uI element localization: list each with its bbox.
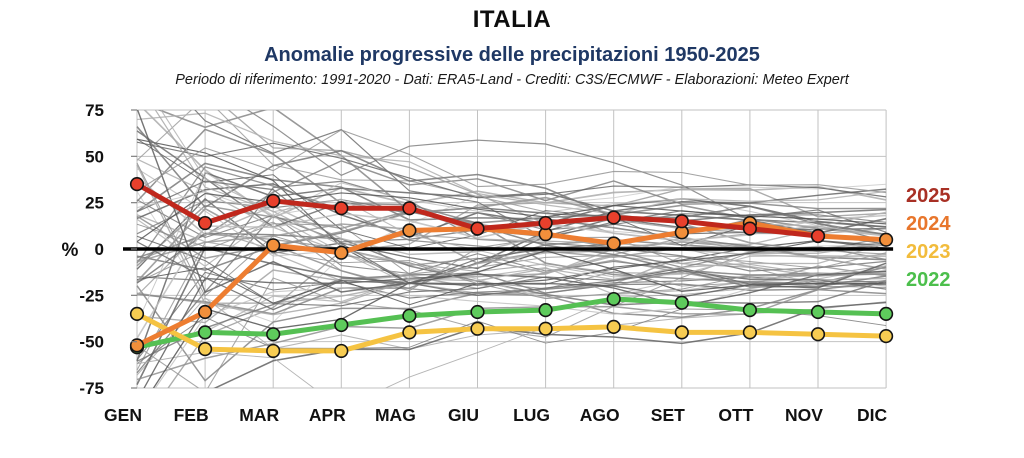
data-point-2023: [538, 321, 553, 336]
month-label-dic: DIC: [857, 405, 888, 425]
legend-label-2023: 2023: [906, 241, 951, 263]
month-label-nov: NOV: [785, 405, 823, 425]
background-years-1950-2021: [136, 110, 887, 388]
data-point-2022: [538, 303, 553, 318]
data-point-2022: [334, 317, 349, 333]
data-point-2022: [198, 325, 213, 340]
data-point-2022: [674, 295, 689, 310]
data-point-2023: [266, 343, 281, 359]
y-tick-label: -75: [79, 379, 104, 398]
legend: 2025 2024 2023 2022: [906, 185, 951, 291]
month-label-feb: FEB: [174, 405, 209, 425]
series-2025: [129, 177, 826, 244]
data-point-2023: [810, 327, 826, 342]
y-tick-label: 75: [85, 101, 104, 120]
data-point-2022: [266, 327, 281, 342]
chart-subtitle: Anomalie progressive delle precipitazion…: [264, 44, 760, 66]
y-tick-label: 0: [95, 240, 104, 259]
series-2023: [129, 306, 894, 359]
x-axis: GEN FEB MAR APR MAG GIU LUG AGO SET OTT NOV DIC: [104, 405, 887, 425]
data-point-2024: [606, 236, 621, 251]
month-label-mar: MAR: [239, 405, 279, 425]
data-point-2024: [198, 304, 213, 320]
month-label-ago: AGO: [580, 405, 620, 425]
legend-label-2025: 2025: [906, 185, 951, 207]
data-point-2024: [266, 238, 281, 253]
data-point-2023: [742, 325, 758, 340]
month-label-gen: GEN: [104, 405, 142, 425]
legend-label-2024: 2024: [906, 213, 951, 235]
y-tick-label: -25: [79, 286, 104, 305]
month-label-apr: APR: [309, 405, 346, 425]
data-point-2023: [878, 329, 894, 344]
month-label-set: SET: [651, 405, 685, 425]
month-label-mag: MAG: [375, 405, 416, 425]
data-point-2025: [402, 201, 417, 216]
page-title: ITALIA: [472, 6, 552, 33]
data-point-2024: [402, 223, 417, 238]
data-point-2022: [810, 304, 826, 320]
chart-credits: Periodo di riferimento: 1991-2020 - Dati…: [175, 72, 849, 88]
data-point-2025: [129, 177, 145, 192]
data-point-2024: [334, 245, 349, 260]
data-point-2025: [470, 221, 485, 236]
data-point-2022: [606, 291, 621, 307]
month-label-lug: LUG: [513, 405, 550, 425]
data-point-2025: [674, 214, 689, 229]
data-point-2025: [198, 215, 213, 231]
legend-label-2022: 2022: [906, 269, 951, 291]
data-point-2023: [470, 321, 485, 336]
month-label-ott: OTT: [718, 405, 753, 425]
data-point-2025: [742, 221, 758, 236]
data-point-2025: [334, 201, 349, 216]
data-point-2022: [470, 304, 485, 320]
y-tick-label: -50: [79, 333, 104, 352]
y-axis: 75 50 25 0 -25 -50 -75%: [62, 101, 137, 398]
data-point-2025: [266, 193, 281, 208]
data-point-2023: [402, 325, 417, 340]
data-point-2025: [538, 215, 553, 231]
data-point-2025: [606, 210, 621, 225]
data-point-2023: [674, 325, 689, 340]
data-point-2023: [198, 341, 213, 357]
y-axis-title: %: [62, 240, 79, 261]
data-point-2022: [878, 306, 894, 321]
y-tick-label: 25: [85, 194, 104, 213]
data-point-2024: [129, 338, 145, 353]
data-point-2024: [878, 232, 894, 247]
data-point-2023: [129, 306, 145, 321]
data-point-2022: [742, 303, 758, 318]
data-point-2025: [810, 228, 826, 244]
month-label-giu: GIU: [448, 405, 479, 425]
data-point-2022: [402, 308, 417, 323]
y-tick-label: 50: [85, 147, 104, 166]
data-point-2023: [334, 343, 349, 359]
data-point-2023: [606, 319, 621, 334]
